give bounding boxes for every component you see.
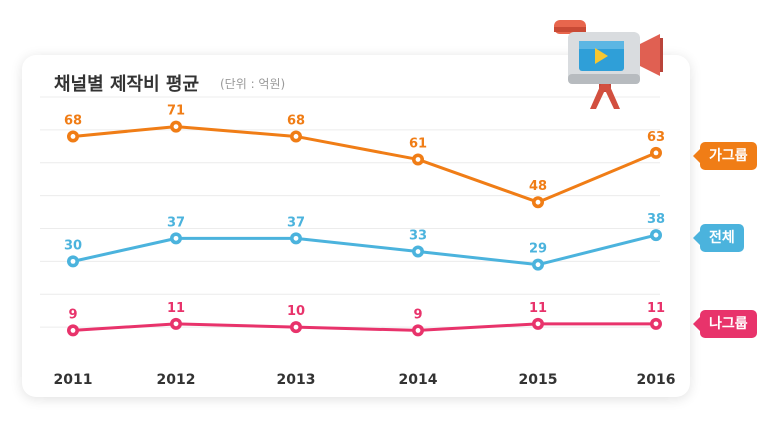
data-label: 71 [167, 104, 185, 119]
x-tick-label: 2012 [157, 372, 196, 388]
data-point-center [293, 235, 299, 241]
data-label: 11 [167, 301, 185, 316]
data-label: 48 [529, 179, 547, 194]
chart-card [22, 55, 690, 397]
data-point-center [70, 134, 76, 139]
data-label: 11 [647, 301, 665, 316]
video-camera-icon [554, 20, 663, 109]
data-point-center [653, 150, 659, 156]
x-tick-label: 2013 [277, 372, 316, 388]
data-label: 37 [167, 215, 185, 230]
data-point-center [173, 235, 179, 241]
x-tick-label: 2015 [519, 372, 558, 388]
data-label: 61 [409, 136, 427, 151]
chart-unit-label: (단위 : 억원) [220, 77, 286, 91]
x-tick-label: 2011 [54, 372, 93, 388]
data-point-center [653, 321, 659, 327]
data-point-center [415, 249, 421, 254]
data-point-center [535, 199, 541, 205]
data-point-center [535, 262, 541, 268]
data-point-center [173, 321, 179, 327]
data-label: 29 [529, 242, 547, 257]
x-tick-label: 2016 [637, 372, 676, 388]
data-point-center [70, 258, 76, 264]
data-point-center [173, 124, 179, 129]
data-label: 9 [413, 307, 422, 322]
data-label: 38 [647, 212, 665, 227]
series-line [72, 233, 657, 267]
data-label: 30 [64, 238, 82, 253]
chart-title: 채널별 제작비 평균 [54, 74, 200, 95]
data-point-center [293, 134, 299, 139]
series-line [72, 322, 656, 332]
data-label: 11 [529, 301, 547, 316]
series-tag-group-a: 가그룹 [693, 142, 757, 170]
data-label: 68 [64, 113, 82, 128]
data-point-center [535, 321, 541, 327]
data-point-center [293, 324, 299, 330]
data-point-center [415, 328, 421, 333]
data-label: 33 [409, 229, 427, 244]
data-point-center [415, 157, 421, 162]
series-tag-group-b: 나그룹 [693, 310, 757, 338]
data-label: 68 [287, 113, 305, 128]
data-label: 9 [68, 307, 77, 322]
data-label: 63 [647, 130, 665, 145]
data-label: 37 [287, 215, 305, 230]
data-point-center [653, 232, 659, 238]
data-label: 10 [287, 304, 305, 319]
x-tick-label: 2014 [399, 372, 438, 388]
series-tag-total: 전체 [693, 224, 744, 252]
data-point-center [70, 328, 76, 333]
series-line [72, 125, 657, 204]
